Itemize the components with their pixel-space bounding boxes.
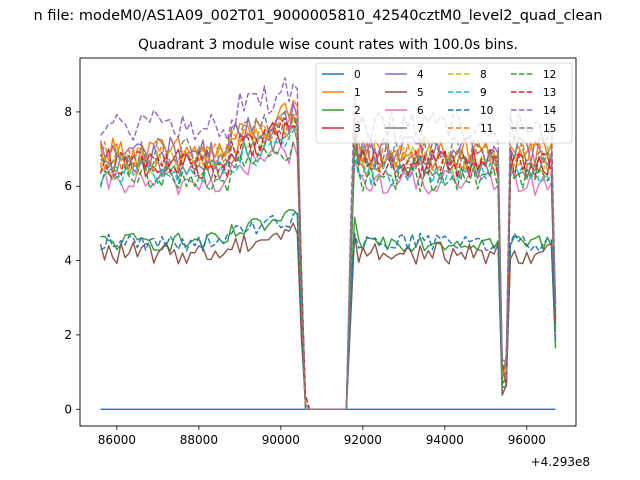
legend-label: 4 — [417, 69, 424, 81]
x-tick-label: 96000 — [508, 433, 546, 447]
x-tick-label: 86000 — [98, 433, 136, 447]
x-axis: 86000 88000 90000 92000 94000 96000 — [98, 426, 546, 447]
legend-label: 13 — [543, 87, 556, 99]
legend-label: 14 — [543, 105, 557, 117]
legend-label: 15 — [543, 123, 556, 135]
legend-label: 10 — [480, 105, 493, 117]
y-tick-label: 2 — [64, 328, 72, 342]
series-line-12 — [99, 141, 557, 410]
x-axis-offset-label: +4.293e8 — [531, 455, 590, 469]
legend-label: 7 — [417, 123, 424, 135]
x-tick-label: 88000 — [180, 433, 218, 447]
legend-label: 11 — [480, 123, 493, 135]
x-tick-label: 92000 — [344, 433, 382, 447]
legend-label: 3 — [354, 123, 361, 135]
legend-label: 6 — [417, 105, 424, 117]
y-tick-label: 8 — [64, 105, 72, 119]
y-tick-label: 6 — [64, 179, 72, 193]
legend-label: 0 — [354, 69, 361, 81]
legend-label: 12 — [543, 69, 556, 81]
legend-label: 9 — [480, 87, 487, 99]
x-tick-label: 90000 — [262, 433, 300, 447]
legend-label: 5 — [417, 87, 424, 99]
legend-label: 2 — [354, 105, 361, 117]
x-tick-label: 94000 — [426, 433, 464, 447]
legend-box — [315, 62, 573, 144]
plot-area-frame — [79, 57, 577, 427]
y-tick-label: 0 — [64, 402, 72, 416]
legend-label: 1 — [354, 87, 361, 99]
chart-title: Quadrant 3 module wise count rates with … — [138, 37, 518, 53]
series-line-13 — [99, 117, 557, 410]
y-axis: 0 2 4 6 8 — [64, 105, 80, 416]
legend-label: 8 — [480, 69, 487, 81]
series-lines-layer — [99, 77, 557, 410]
series-line-10 — [100, 210, 557, 410]
series-line-15 — [100, 110, 557, 410]
y-tick-label: 4 — [64, 254, 72, 268]
figure-suptitle: n file: modeM0/AS1A09_002T01_9000005810_… — [34, 8, 603, 24]
